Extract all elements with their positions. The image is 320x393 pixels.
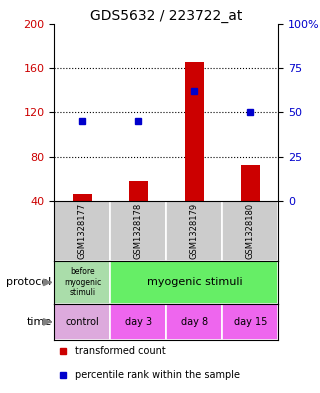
Text: percentile rank within the sample: percentile rank within the sample xyxy=(75,370,240,380)
Text: time: time xyxy=(26,317,52,327)
Bar xyxy=(166,304,222,340)
Text: GSM1328180: GSM1328180 xyxy=(246,203,255,259)
Bar xyxy=(73,194,92,201)
Bar xyxy=(241,165,260,201)
Text: day 8: day 8 xyxy=(181,317,208,327)
Text: transformed count: transformed count xyxy=(75,345,165,356)
Text: GSM1328177: GSM1328177 xyxy=(78,203,87,259)
Bar xyxy=(110,261,278,304)
Text: control: control xyxy=(66,317,99,327)
Bar xyxy=(110,304,166,340)
Text: GSM1328179: GSM1328179 xyxy=(190,203,199,259)
Bar xyxy=(222,201,278,261)
Title: GDS5632 / 223722_at: GDS5632 / 223722_at xyxy=(90,9,243,22)
Bar xyxy=(54,261,110,304)
Bar xyxy=(54,304,110,340)
Text: protocol: protocol xyxy=(6,277,52,287)
Bar xyxy=(110,201,166,261)
Text: day 3: day 3 xyxy=(125,317,152,327)
Bar xyxy=(129,182,148,201)
Text: day 15: day 15 xyxy=(234,317,267,327)
Text: myogenic stimuli: myogenic stimuli xyxy=(147,277,242,287)
Bar xyxy=(222,304,278,340)
Text: GSM1328178: GSM1328178 xyxy=(134,203,143,259)
Bar xyxy=(185,62,204,201)
Bar xyxy=(54,201,110,261)
Text: before
myogenic
stimuli: before myogenic stimuli xyxy=(64,268,101,297)
Bar xyxy=(166,201,222,261)
